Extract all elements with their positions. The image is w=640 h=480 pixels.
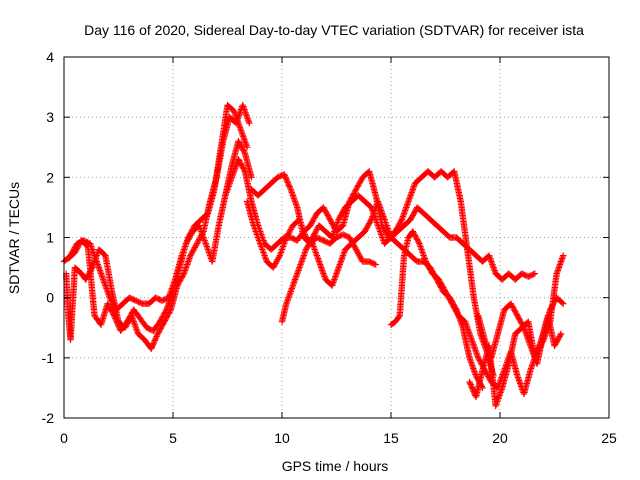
y-tick-label: 1 <box>46 230 54 246</box>
x-tick-label: 10 <box>274 430 290 446</box>
data-point <box>466 378 473 386</box>
y-tick-label: 3 <box>46 109 54 125</box>
series-arc-7 <box>278 192 539 325</box>
data-point <box>309 234 316 241</box>
series-arc-10 <box>475 294 567 368</box>
axis-ticks <box>63 56 610 419</box>
x-tick-label: 25 <box>601 430 617 446</box>
series-arc-3 <box>65 138 255 334</box>
x-tick-labels: 0 5 10 15 20 25 <box>60 430 617 446</box>
y-tick-label: 2 <box>46 169 54 185</box>
series-marker-trail <box>66 139 255 334</box>
x-axis-label: GPS time / hours <box>282 458 389 474</box>
series-arc-2 <box>62 101 253 353</box>
x-tick-label: 15 <box>383 430 399 446</box>
series-arc-6 <box>248 171 379 268</box>
series-marker-trail <box>475 295 566 366</box>
x-tick-label: 0 <box>60 430 68 446</box>
data-point <box>287 186 294 193</box>
x-tick-label: 5 <box>169 430 177 446</box>
series-marker-trail <box>279 193 537 324</box>
data-point <box>110 312 118 319</box>
data-points <box>60 101 567 410</box>
y-tick-label: 4 <box>46 49 54 65</box>
y-tick-label: -2 <box>42 410 55 426</box>
x-tick-label: 20 <box>492 430 508 446</box>
y-tick-label: -1 <box>42 350 55 366</box>
y-axis-label: SDTVAR / TECUs <box>6 182 22 294</box>
y-tick-labels: -2 -1 0 1 2 3 4 <box>42 49 55 426</box>
data-point <box>222 192 229 199</box>
chart-title: Day 116 of 2020, Sidereal Day-to-day VTE… <box>84 22 584 38</box>
y-tick-label: 0 <box>46 290 54 306</box>
series-marker-trail <box>249 171 378 268</box>
data-point <box>283 234 290 241</box>
data-point <box>416 240 423 247</box>
